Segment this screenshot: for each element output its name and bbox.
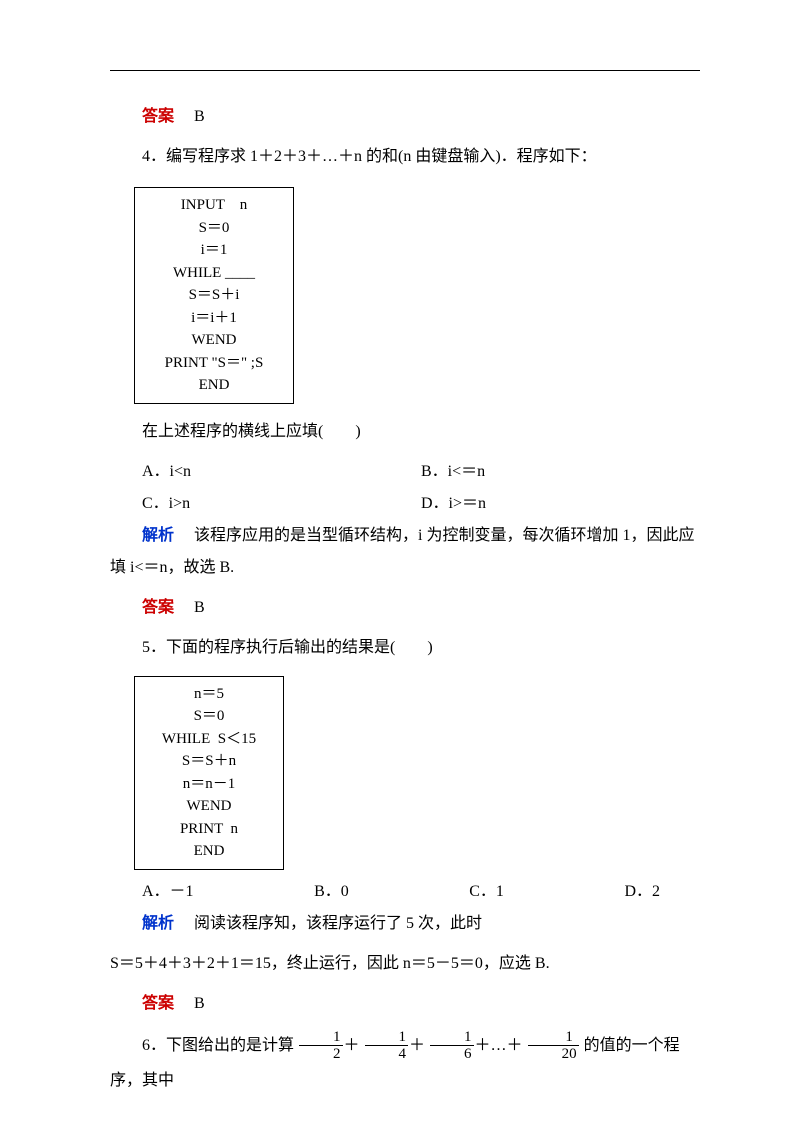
q4-option-a: A．i<n <box>142 456 421 488</box>
q5-analysis-text-2: S＝5＋4＋3＋2＋1＝15，终止运行，因此 n＝5－5＝0，应选 B. <box>110 955 550 972</box>
code-line: i＝i＋1 <box>139 307 289 330</box>
code-line: INPUT n <box>139 194 289 217</box>
fraction-den: 20 <box>528 1046 579 1063</box>
fraction-num: 1 <box>299 1029 343 1047</box>
q5-option-c: C．1 <box>469 876 504 908</box>
code-line: END <box>139 840 279 863</box>
code-line: n＝n－1 <box>139 773 279 796</box>
code-line: S＝0 <box>139 705 279 728</box>
q6-stem: 6．下图给出的是计算 1 2 ＋ 1 4 ＋ 1 6 ＋…＋ 1 20 的值的一… <box>110 1028 700 1099</box>
q4-stem2-text: 在上述程序的横线上应填( ) <box>142 423 361 440</box>
q5-answer-value: B <box>194 995 205 1012</box>
q5-analysis-text-1: 阅读该程序知，该程序运行了 5 次，此时 <box>194 915 482 932</box>
q5-option-a: A．－1 <box>142 876 194 908</box>
analysis-label: 解析 <box>142 915 174 932</box>
fraction: 1 20 <box>528 1029 579 1063</box>
fraction: 1 4 <box>365 1029 409 1063</box>
analysis-label: 解析 <box>142 527 174 544</box>
q4-analysis: 解析 该程序应用的是当型循环结构，i 为控制变量，每次循环增加 1，因此应填 i… <box>110 520 700 584</box>
q5-codebox: n＝5 S＝0 WHILE S＜15 S＝S＋n n＝n－1 WEND PRIN… <box>134 676 284 870</box>
q5-option-b: B．0 <box>314 876 349 908</box>
q4-stem: 4．编写程序求 1＋2＋3＋…＋n 的和(n 由键盘输入)．程序如下： <box>110 141 700 173</box>
code-line: S＝S＋n <box>139 750 279 773</box>
fraction: 1 6 <box>430 1029 474 1063</box>
fraction-num: 1 <box>365 1029 409 1047</box>
answer-label: 答案 <box>142 108 174 125</box>
code-line: WHILE ____ <box>139 262 289 285</box>
q5-options: A．－1 B．0 C．1 D．2 <box>142 876 700 908</box>
fraction-den: 4 <box>365 1046 409 1063</box>
q5-stem-text: 5．下面的程序执行后输出的结果是( ) <box>142 639 433 656</box>
fraction-den: 2 <box>299 1046 343 1063</box>
code-line: WEND <box>139 329 289 352</box>
code-line: n＝5 <box>139 683 279 706</box>
q4-option-c: C．i>n <box>142 488 421 520</box>
q4-option-b: B．i<＝n <box>421 456 700 488</box>
q4-answer-value: B <box>194 599 205 616</box>
code-line: WEND <box>139 795 279 818</box>
answer-label: 答案 <box>142 599 174 616</box>
code-line: i＝1 <box>139 239 289 262</box>
code-line: END <box>139 374 289 397</box>
q6-stem-prefix: 6．下图给出的是计算 <box>142 1037 294 1054</box>
fraction-num: 1 <box>528 1029 579 1047</box>
code-line: PRINT n <box>139 818 279 841</box>
fraction-num: 1 <box>430 1029 474 1047</box>
q5-answer-line: 答案 B <box>110 988 700 1020</box>
document-page: 答案 B 4．编写程序求 1＋2＋3＋…＋n 的和(n 由键盘输入)．程序如下：… <box>0 0 800 1138</box>
q5-analysis-1: 解析 阅读该程序知，该程序运行了 5 次，此时 <box>110 908 700 940</box>
q4-stem-text: 4．编写程序求 1＋2＋3＋…＋n 的和(n 由键盘输入)．程序如下： <box>142 148 597 165</box>
q5-analysis-2: S＝5＋4＋3＋2＋1＝15，终止运行，因此 n＝5－5＝0，应选 B. <box>110 948 700 980</box>
q4-answer-line: 答案 B <box>110 592 700 624</box>
code-line: S＝0 <box>139 217 289 240</box>
code-line: PRINT "S＝" ;S <box>139 352 289 375</box>
q3-answer-line: 答案 B <box>110 101 700 133</box>
q4-codebox: INPUT n S＝0 i＝1 WHILE ____ S＝S＋i i＝i＋1 W… <box>134 187 294 404</box>
q4-stem2: 在上述程序的横线上应填( ) <box>110 416 700 448</box>
page-top-rule <box>110 70 700 71</box>
q3-answer-value: B <box>194 108 205 125</box>
q5-codebox-wrap: n＝5 S＝0 WHILE S＜15 S＝S＋n n＝n－1 WEND PRIN… <box>110 672 700 876</box>
q4-codebox-wrap: INPUT n S＝0 i＝1 WHILE ____ S＝S＋i i＝i＋1 W… <box>110 183 700 410</box>
answer-label: 答案 <box>142 995 174 1012</box>
q4-analysis-text: 该程序应用的是当型循环结构，i 为控制变量，每次循环增加 1，因此应填 i<＝n… <box>110 527 694 576</box>
fraction-den: 6 <box>430 1046 474 1063</box>
q5-stem: 5．下面的程序执行后输出的结果是( ) <box>110 632 700 664</box>
code-line: WHILE S＜15 <box>139 728 279 751</box>
q5-option-d: D．2 <box>624 876 660 908</box>
q4-options: A．i<n B．i<＝n C．i>n D．i>＝n <box>142 456 700 520</box>
code-line: S＝S＋i <box>139 284 289 307</box>
q4-option-d: D．i>＝n <box>421 488 700 520</box>
fraction: 1 2 <box>299 1029 343 1063</box>
